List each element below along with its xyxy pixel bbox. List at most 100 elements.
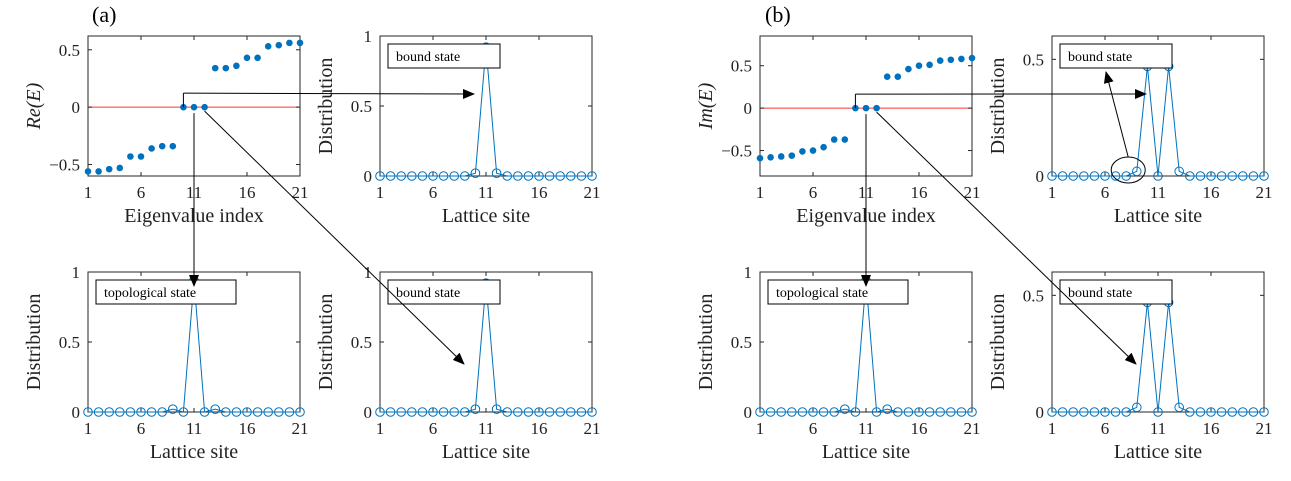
y-tick-label: 1 xyxy=(72,263,81,282)
y-tick-label: 0 xyxy=(744,403,753,422)
x-tick-label: 1 xyxy=(376,183,385,202)
data-point xyxy=(1057,407,1068,417)
data-point xyxy=(809,147,817,154)
data-point xyxy=(788,152,796,159)
data-point xyxy=(295,407,305,417)
annotation-box xyxy=(387,43,501,69)
data-point xyxy=(211,64,219,72)
y-axis-label: Distribution xyxy=(315,294,337,391)
data-point xyxy=(893,407,903,417)
data-point xyxy=(1248,407,1259,417)
arrow xyxy=(183,88,475,99)
data-point xyxy=(137,153,145,160)
data-point xyxy=(862,104,870,112)
data-point xyxy=(1057,171,1068,181)
data-point xyxy=(840,404,850,415)
annotation-box xyxy=(767,279,909,305)
data-point xyxy=(264,43,272,50)
panel-label-a: (a) xyxy=(92,2,116,27)
data-point xyxy=(1227,407,1237,417)
data-point xyxy=(894,73,902,81)
x-tick-label: 6 xyxy=(809,183,818,202)
data-point xyxy=(576,407,587,417)
data-point xyxy=(449,407,460,417)
data-point xyxy=(136,407,146,417)
data-point xyxy=(755,407,765,417)
x-tick-label: 16 xyxy=(911,183,928,202)
y-tick-label: 0 xyxy=(364,403,373,422)
annotation-text: topological state xyxy=(104,286,196,301)
y-tick-label: 0.5 xyxy=(1023,50,1044,69)
data-point xyxy=(544,407,555,417)
y-axis-label: Distribution xyxy=(315,58,337,155)
data-point xyxy=(157,407,167,417)
y-axis-label: Distribution xyxy=(987,58,1009,155)
x-tick-label: 21 xyxy=(292,183,309,202)
data-point xyxy=(460,171,470,181)
data-point xyxy=(502,407,513,417)
data-point xyxy=(221,407,231,417)
data-point xyxy=(199,407,210,417)
x-tick-label: 21 xyxy=(584,183,601,202)
annotation-box xyxy=(1059,279,1173,305)
y-tick-label: 0.5 xyxy=(351,333,372,352)
data-point xyxy=(125,407,136,417)
data-point xyxy=(417,407,428,417)
data-point xyxy=(286,39,293,47)
data-point xyxy=(1195,407,1206,417)
data-point xyxy=(1259,171,1269,181)
data-point xyxy=(460,407,470,417)
x-tick-label: 1 xyxy=(756,183,765,202)
annotation-text: bound state xyxy=(396,50,460,65)
data-point xyxy=(470,404,481,415)
data-point xyxy=(1047,171,1057,181)
y-tick-label: 0 xyxy=(72,98,81,117)
data-point xyxy=(491,404,502,415)
data-point xyxy=(242,407,252,417)
data-point xyxy=(1153,171,1163,181)
x-tick-label: 16 xyxy=(1203,183,1220,202)
y-tick-label: 0.5 xyxy=(59,333,80,352)
data-point xyxy=(1068,171,1078,181)
x-tick-label: 21 xyxy=(1256,419,1273,438)
arrow xyxy=(876,111,1137,365)
data-point xyxy=(438,407,449,417)
data-point xyxy=(127,153,134,160)
data-point xyxy=(1216,171,1227,181)
y-tick-label: 1 xyxy=(364,263,373,282)
x-axis-label: Lattice site xyxy=(442,441,530,463)
data-point xyxy=(407,171,417,181)
data-point xyxy=(926,61,933,69)
x-tick-label: 21 xyxy=(1256,183,1273,202)
data-point xyxy=(883,73,891,81)
data-point xyxy=(534,171,544,181)
data-point xyxy=(566,407,576,417)
x-axis-label: Lattice site xyxy=(822,441,910,463)
data-point xyxy=(115,407,125,417)
annotation-text: topological state xyxy=(776,286,868,301)
data-point xyxy=(523,171,534,181)
data-point xyxy=(1248,171,1259,181)
series-line xyxy=(1052,302,1264,413)
data-point xyxy=(1185,171,1195,181)
data-point xyxy=(201,103,208,111)
panel-label-b: (b) xyxy=(765,2,791,27)
data-point xyxy=(799,148,806,155)
y-axis-label: Im(E) xyxy=(695,82,717,130)
data-point xyxy=(905,65,912,73)
data-point xyxy=(169,142,177,150)
data-point xyxy=(797,407,808,417)
data-point xyxy=(231,407,242,417)
data-point xyxy=(438,171,449,181)
data-point xyxy=(1047,407,1057,417)
highlight-ellipse xyxy=(1110,156,1146,184)
annotation-text: bound state xyxy=(1068,286,1132,301)
data-point xyxy=(776,407,787,417)
data-point xyxy=(1132,402,1142,413)
y-tick-label: 1 xyxy=(364,27,373,46)
